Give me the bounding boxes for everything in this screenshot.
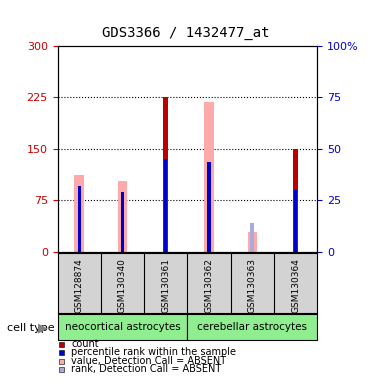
Text: GSM130363: GSM130363 [248,258,257,313]
Text: GSM130362: GSM130362 [204,258,213,313]
Text: neocortical astrocytes: neocortical astrocytes [65,322,180,332]
Bar [75,175,84,252]
Bar [204,102,214,252]
Text: GSM130340: GSM130340 [118,258,127,313]
Text: cell type: cell type [7,323,55,333]
Text: GSM130361: GSM130361 [161,258,170,313]
Bar [293,149,298,252]
Text: cerebellar astrocytes: cerebellar astrocytes [197,322,307,332]
Bar [163,98,168,252]
Bar [207,162,210,252]
Bar [250,223,255,252]
Text: percentile rank within the sample: percentile rank within the sample [71,347,236,357]
Text: count: count [71,339,99,349]
Text: ▶: ▶ [38,322,47,335]
FancyBboxPatch shape [58,314,187,340]
Text: value, Detection Call = ABSENT: value, Detection Call = ABSENT [71,356,226,366]
Bar [294,190,297,252]
Text: rank, Detection Call = ABSENT: rank, Detection Call = ABSENT [71,364,221,374]
Bar [247,232,257,252]
Bar [164,159,167,252]
FancyBboxPatch shape [187,314,317,340]
Bar [78,187,81,252]
Text: GSM130364: GSM130364 [291,258,300,313]
Text: GSM128874: GSM128874 [75,258,83,313]
Bar [121,192,124,252]
Bar [118,181,127,252]
Text: GDS3366 / 1432477_at: GDS3366 / 1432477_at [102,26,269,40]
